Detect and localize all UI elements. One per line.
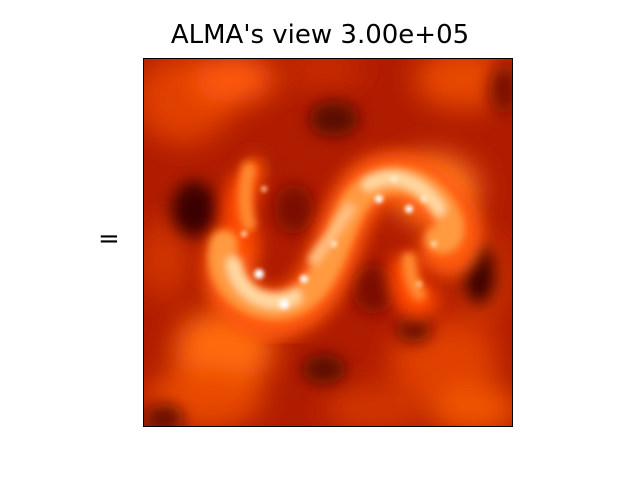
equals-sign: =: [98, 224, 120, 254]
bright-knots: [241, 176, 437, 309]
figure-title: ALMA's view 3.00e+05: [170, 20, 470, 50]
alma-image: [144, 59, 512, 426]
dark-patches: [144, 64, 512, 426]
alma-image-panel: [143, 58, 513, 427]
